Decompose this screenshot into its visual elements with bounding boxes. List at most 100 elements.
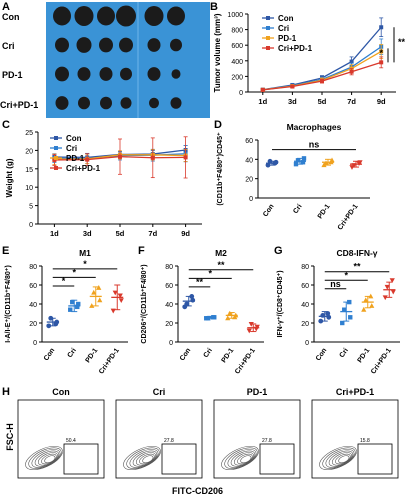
gate-value: 15.8 — [360, 438, 370, 444]
tumor-photo — [46, 2, 210, 118]
density-contour — [227, 449, 257, 468]
data-point — [248, 321, 254, 327]
x-tick-label: Cri+PD-1 — [98, 347, 121, 375]
data-point — [363, 297, 369, 303]
tumor — [167, 6, 185, 26]
density-contour — [129, 449, 159, 468]
x-tick-label: Con — [262, 203, 276, 218]
tumor — [170, 97, 182, 109]
panel-letter-a: A — [2, 1, 10, 13]
data-point — [150, 155, 155, 160]
data-point — [356, 161, 362, 166]
y-tick-label: 60 — [29, 283, 37, 290]
legend-marker — [266, 26, 270, 30]
density-contour — [135, 452, 156, 466]
data-point — [326, 314, 332, 320]
x-tick-label: Con — [315, 347, 329, 362]
data-point — [70, 299, 75, 305]
density-contour — [325, 449, 355, 468]
data-point — [390, 289, 396, 295]
sig-mark: ns — [330, 279, 341, 289]
y-axis-label: IFN-γ⁺/(CD8⁺CD45⁺) — [277, 270, 284, 337]
density-contour — [28, 447, 62, 469]
sig-mark: ** — [398, 37, 406, 47]
tumor — [99, 37, 113, 53]
data-point — [211, 315, 216, 320]
y-axis-label: Tumor volume (mm³) — [213, 13, 222, 92]
x-tick-label: 1d — [258, 97, 267, 106]
data-point — [349, 69, 354, 74]
gate — [259, 443, 295, 475]
x-tick-label: PD-1 — [317, 203, 332, 220]
x-tick-label: Cri — [67, 347, 78, 359]
flow-title: Cri — [153, 387, 166, 397]
gate-value: 27.8 — [262, 438, 272, 444]
y-tick-label: 0 — [249, 196, 253, 203]
sig-mark: ** — [217, 260, 225, 270]
flow-frame — [213, 399, 301, 479]
data-point — [48, 315, 54, 321]
y-tick-label: 10 — [25, 185, 33, 192]
legend-label: Con — [278, 14, 294, 23]
tumor — [55, 66, 69, 82]
y-tick-label: 40 — [245, 157, 253, 164]
data-point — [320, 313, 326, 318]
sig-mark: ** — [353, 262, 361, 272]
tumor — [74, 6, 94, 26]
y-tick-label: 20 — [301, 321, 309, 328]
data-point — [348, 315, 353, 320]
data-point — [295, 158, 301, 163]
gate-value: 50.4 — [66, 438, 76, 444]
flow-frame — [17, 399, 105, 479]
x-tick-label: 1d — [50, 229, 59, 238]
data-point — [349, 59, 354, 64]
density-contour — [142, 455, 154, 464]
flow-title: Con — [52, 387, 70, 397]
density-contour — [123, 445, 161, 471]
row-label-con: Con — [2, 12, 20, 22]
data-point — [379, 49, 384, 54]
panel-letter-b: B — [210, 1, 218, 13]
tumor — [78, 96, 90, 110]
tumor — [53, 6, 71, 26]
data-point — [75, 304, 80, 310]
data-point — [361, 306, 367, 312]
data-point — [118, 298, 124, 303]
row-label-cri: Cri — [2, 41, 15, 51]
y-tick-label: 80 — [29, 264, 37, 271]
tumor — [171, 69, 181, 79]
data-point — [110, 308, 116, 314]
data-point — [85, 157, 90, 162]
data-point — [89, 303, 95, 308]
data-point — [117, 293, 123, 299]
chart-title: M1 — [79, 248, 91, 258]
y-tick-label: 80 — [301, 264, 309, 271]
flow-plots: Con 50.4 Cri 27.8 PD-1 27.8 Cri+PD-1 15.8 — [17, 387, 399, 479]
tumor — [116, 5, 136, 27]
y-tick-label: 800 — [231, 28, 243, 35]
panel-letter-c: C — [2, 119, 10, 131]
chart-e-m1: E M1 0 20 40 60 80 I-A/I-E⁺/(CD11b⁺F4/80⁺) Con Cr… — [2, 245, 128, 376]
data-point — [53, 321, 59, 327]
flow-x-label: FITC-CD206 — [172, 486, 224, 496]
tumor — [119, 37, 133, 53]
data-point — [183, 155, 188, 160]
legend-label: Cri — [278, 24, 289, 33]
x-tick-label: 5d — [116, 229, 125, 238]
density-contour — [31, 449, 61, 468]
y-tick-label: 25 — [25, 130, 33, 137]
data-point — [379, 25, 384, 30]
y-axis-label: Weight (g) — [5, 158, 14, 197]
legend-label: PD-1 — [278, 34, 297, 43]
data-point — [389, 278, 395, 284]
tumor — [100, 96, 112, 110]
density-contour — [41, 453, 57, 465]
y-tick-label: 600 — [231, 43, 243, 50]
gate — [63, 443, 99, 475]
panel-letter-f: F — [138, 245, 145, 257]
row-label-pd1: PD-1 — [2, 70, 23, 80]
density-contour — [338, 455, 350, 464]
x-tick-label: 5d — [318, 97, 327, 106]
sig-mark: * — [208, 268, 212, 278]
density-contour — [44, 455, 56, 464]
